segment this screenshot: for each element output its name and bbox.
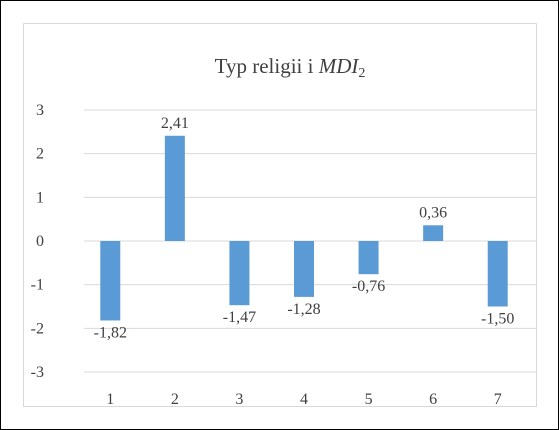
chart-area-border <box>23 23 537 407</box>
bar-6 <box>423 225 444 241</box>
bar-3 <box>229 241 250 306</box>
y-tick-label: 3 <box>36 102 44 119</box>
chart-title: Typ religii i MDI2 <box>215 54 366 81</box>
x-tick-label: 6 <box>429 391 437 408</box>
x-tick-label: 3 <box>235 391 243 408</box>
chart-title-variable: MDI <box>318 54 360 78</box>
x-tick-label: 2 <box>171 391 179 408</box>
data-label: -1,47 <box>223 309 256 326</box>
chart-title-subscript: 2 <box>358 66 365 81</box>
x-tick-label: 7 <box>494 391 502 408</box>
x-axis-tick-labels: 1 2 3 4 5 6 7 <box>106 391 501 408</box>
y-tick-label: 0 <box>36 233 44 250</box>
x-tick-label: 4 <box>300 391 308 408</box>
bar-7 <box>487 241 508 307</box>
chart-title-main: Typ religii i <box>215 54 319 78</box>
data-label: 0,36 <box>419 204 447 221</box>
bar-4 <box>294 241 314 297</box>
y-tick-label: 1 <box>36 189 44 206</box>
data-labels: -1,82 2,41 -1,47 -1,28 -0,76 0,36 -1,50 <box>94 115 515 342</box>
y-tick-label: -3 <box>31 364 44 381</box>
y-axis-tick-labels: 3 2 1 0 -1 -2 -3 <box>31 102 44 381</box>
y-tick-label: -2 <box>31 320 44 337</box>
bar-5 <box>358 241 379 275</box>
bar-1 <box>100 241 121 321</box>
bars <box>100 135 508 321</box>
data-label: -0,76 <box>352 278 385 295</box>
data-label: -1,50 <box>481 311 514 328</box>
x-tick-label: 1 <box>106 391 114 408</box>
data-label: -1,28 <box>287 301 320 318</box>
bar-2 <box>164 135 185 241</box>
y-tick-label: -1 <box>31 277 44 294</box>
x-tick-label: 5 <box>365 391 373 408</box>
data-label: -1,82 <box>94 324 127 341</box>
data-label: 2,41 <box>161 115 189 132</box>
y-tick-label: 2 <box>36 146 44 163</box>
